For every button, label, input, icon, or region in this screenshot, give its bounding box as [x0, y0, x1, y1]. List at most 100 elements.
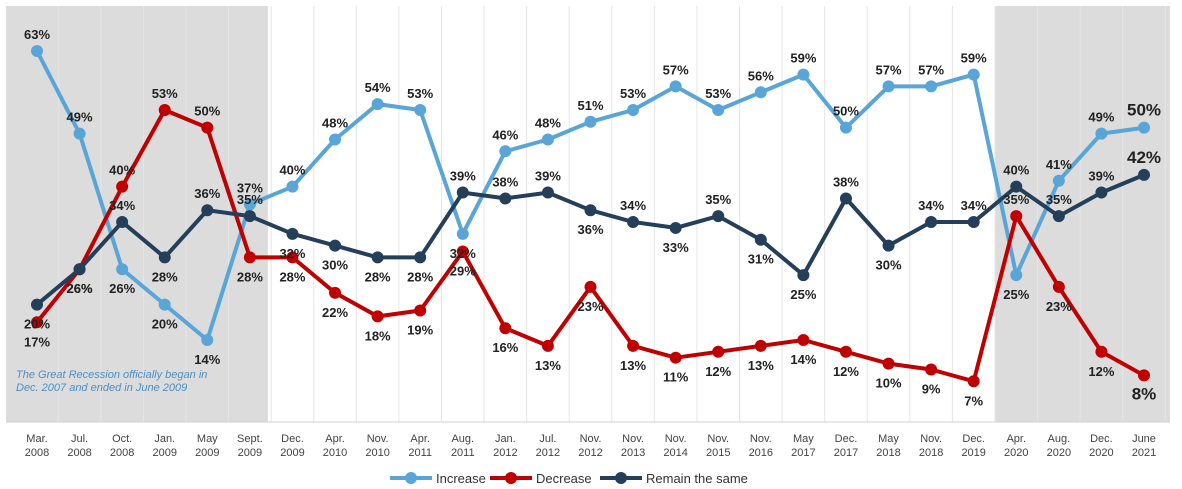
data-label-increase: 49% — [67, 110, 93, 125]
point-remain-the-same — [1010, 180, 1023, 193]
point-remain-the-same — [1138, 168, 1150, 181]
data-label-decrease: 28% — [237, 269, 263, 284]
data-label-decrease: 13% — [748, 358, 774, 373]
point-decrease — [712, 345, 725, 358]
data-label-increase: 57% — [876, 62, 902, 77]
data-label-decrease: 12% — [705, 364, 731, 379]
point-increase — [286, 180, 299, 193]
data-label-remain-the-same: 35% — [237, 192, 263, 207]
point-decrease — [414, 304, 427, 317]
point-decrease — [286, 251, 299, 264]
point-decrease — [839, 345, 852, 358]
legend-swatch-marker — [405, 472, 417, 484]
point-remain-the-same — [754, 233, 767, 246]
data-label-remain-the-same: 34% — [961, 198, 987, 213]
x-tick-label: Nov. 2016 — [749, 433, 773, 459]
point-increase — [499, 145, 512, 158]
point-increase — [839, 121, 852, 134]
point-increase — [243, 198, 256, 211]
point-increase — [414, 103, 427, 116]
data-label-decrease: 53% — [152, 86, 178, 101]
point-increase — [116, 263, 129, 276]
point-decrease — [541, 339, 554, 352]
point-increase — [1052, 174, 1065, 187]
data-label-decrease: 13% — [620, 358, 646, 373]
point-increase — [201, 334, 214, 346]
legend-item-increase: Increase — [390, 471, 486, 486]
data-label-decrease: 14% — [790, 352, 816, 367]
data-label-remain-the-same: 36% — [577, 222, 603, 237]
point-decrease — [201, 121, 214, 134]
point-decrease — [1010, 210, 1023, 223]
point-decrease — [243, 251, 256, 264]
data-label-decrease: 7% — [964, 393, 983, 408]
point-decrease — [754, 339, 767, 352]
legend-label: Remain the same — [646, 471, 748, 486]
data-label-increase: 56% — [748, 68, 774, 83]
point-remain-the-same — [116, 216, 129, 229]
data-label-decrease: 40% — [109, 163, 135, 178]
x-tick-label: May 2009 — [195, 433, 219, 459]
point-remain-the-same — [499, 192, 512, 205]
x-tick-label: Dec. 2020 — [1089, 433, 1113, 459]
data-label-decrease: 18% — [365, 328, 391, 343]
data-label-decrease: 23% — [1046, 299, 1072, 314]
x-tick-label: Dec. 2009 — [280, 433, 304, 459]
data-points — [31, 45, 1150, 388]
data-label-increase: 53% — [407, 86, 433, 101]
x-tick-label: June 2021 — [1132, 433, 1156, 459]
data-label-decrease: 9% — [922, 381, 941, 396]
point-increase — [456, 227, 469, 240]
point-decrease — [584, 280, 597, 293]
point-remain-the-same — [286, 227, 299, 240]
legend-label: Decrease — [536, 471, 592, 486]
data-label-increase: 46% — [492, 127, 518, 142]
data-label-remain-the-same: 34% — [620, 198, 646, 213]
data-label-increase: 48% — [535, 115, 561, 130]
x-tick-label: Nov. 2012 — [578, 433, 602, 459]
point-increase — [541, 133, 554, 146]
data-label-increase: 25% — [1003, 287, 1029, 302]
data-label-decrease: 50% — [194, 104, 220, 119]
data-label-increase: 32% — [450, 246, 476, 261]
point-increase — [31, 45, 43, 57]
point-remain-the-same — [839, 192, 852, 205]
point-remain-the-same — [414, 251, 427, 264]
point-decrease — [158, 103, 171, 116]
data-label-decrease: 17% — [24, 334, 50, 349]
data-label-remain-the-same: 26% — [67, 281, 93, 296]
x-tick-label: Jan. 2009 — [152, 433, 176, 459]
recession-annotation: The Great Recession officially began inD… — [16, 369, 207, 394]
data-label-increase: 49% — [1088, 110, 1114, 125]
x-tick-label: May 2018 — [876, 433, 900, 459]
data-label-increase: 63% — [24, 27, 50, 42]
data-label-increase: 50% — [1127, 101, 1161, 120]
data-label-decrease: 16% — [492, 340, 518, 355]
data-label-remain-the-same: 38% — [492, 174, 518, 189]
point-remain-the-same — [967, 216, 980, 229]
x-tick-label: Nov. 2014 — [663, 433, 687, 459]
point-remain-the-same — [712, 210, 725, 223]
data-label-increase: 53% — [705, 86, 731, 101]
point-decrease — [797, 334, 810, 346]
data-label-remain-the-same: 28% — [152, 269, 178, 284]
shaded-period-2 — [994, 6, 1170, 422]
data-label-increase: 54% — [365, 80, 391, 95]
data-labels: 63% 49% 26% 20% 14% 37% 40% 48% 54% 53% 32% 46% 48% 5… — [24, 27, 1161, 408]
data-label-increase: 50% — [833, 104, 859, 119]
x-tick-label: Aug. 2011 — [451, 433, 475, 459]
data-label-remain-the-same: 34% — [918, 198, 944, 213]
data-label-remain-the-same: 25% — [790, 287, 816, 302]
data-label-decrease: 22% — [322, 305, 348, 320]
x-tick-label: Jul. 2012 — [536, 433, 560, 459]
point-remain-the-same — [1095, 186, 1108, 199]
x-tick-label: Dec. 2019 — [961, 433, 985, 459]
data-label-increase: 41% — [1046, 157, 1072, 172]
point-remain-the-same — [584, 204, 597, 217]
point-increase — [967, 68, 980, 81]
data-label-remain-the-same: 34% — [109, 198, 135, 213]
data-label-decrease: 11% — [663, 370, 689, 385]
data-label-remain-the-same: 32% — [279, 246, 305, 261]
data-label-remain-the-same: 35% — [1046, 192, 1072, 207]
